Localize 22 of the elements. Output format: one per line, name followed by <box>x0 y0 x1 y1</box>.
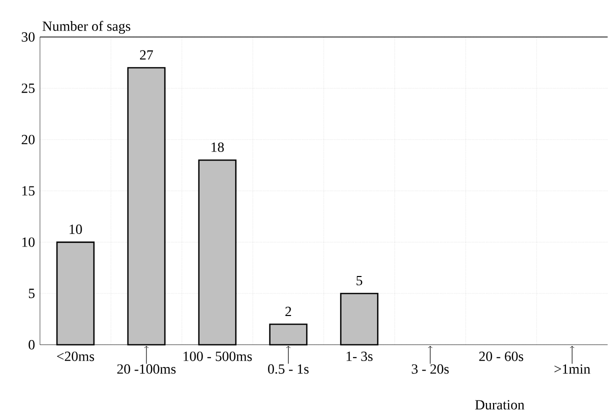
y-tick-label: 10 <box>22 238 35 248</box>
x-tick-label: <20ms <box>57 352 94 362</box>
y-tick-label: 5 <box>28 288 35 298</box>
y-tick-label: 0 <box>28 340 35 350</box>
y-tick-label: 15 <box>22 186 35 196</box>
y-tick-label: 20 <box>22 134 35 144</box>
x-tick-label: 100 - 500ms <box>184 352 252 362</box>
y-tick-label: 30 <box>22 32 35 42</box>
x-tick-label: >1min <box>554 364 590 374</box>
x-tick-label: 20 - 60s <box>479 352 524 362</box>
y-tick-label: 25 <box>22 84 35 94</box>
x-tick-label: 1- 3s <box>346 352 373 362</box>
data-label: 27 <box>140 50 153 60</box>
y-axis-title: Number of sags <box>42 21 130 34</box>
x-axis-title: Duration <box>475 400 524 410</box>
data-label: 18 <box>212 142 224 152</box>
data-label: 10 <box>70 224 82 234</box>
x-tick-label: 3 - 20s <box>412 364 449 374</box>
data-label: 5 <box>356 276 362 286</box>
x-tick-label: 20 -100ms <box>117 364 176 374</box>
data-label: 2 <box>285 306 292 316</box>
x-tick-label: 0.5 - 1s <box>268 364 309 374</box>
